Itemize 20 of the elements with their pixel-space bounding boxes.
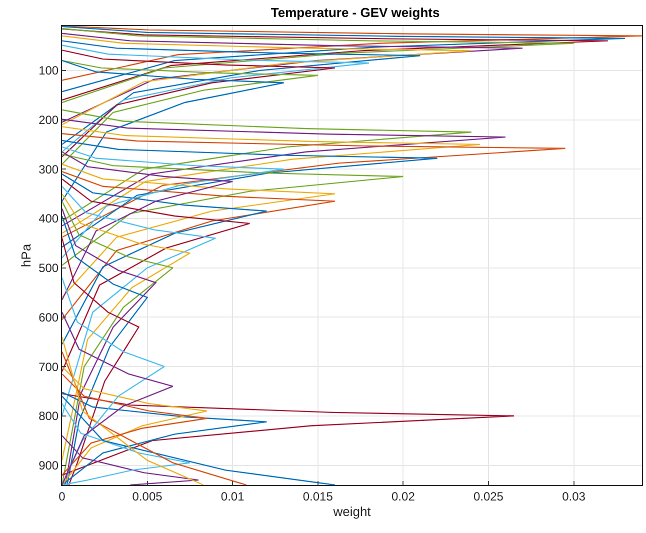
y-axis-title: hPa [18, 243, 34, 268]
x-tick-label: 0.015 [302, 489, 334, 504]
y-tick-label: 300 [38, 162, 59, 176]
x-axis-title: weight [332, 504, 372, 519]
y-tick-label: 600 [38, 310, 59, 324]
y-tick-label: 400 [38, 212, 59, 226]
y-tick-label: 200 [38, 112, 59, 127]
x-tick-label: 0.025 [473, 489, 504, 504]
x-tick-label: 0 [58, 489, 66, 504]
x-tick-label: 0.01 [220, 489, 245, 504]
x-tick-label: 0.03 [562, 489, 586, 504]
chart-title: Temperature - GEV weights [270, 5, 440, 20]
y-tick-label: 100 [38, 64, 59, 78]
x-tick-label: 0.005 [132, 489, 163, 504]
y-tick-label: 500 [38, 261, 59, 276]
y-tick-label: 900 [38, 458, 59, 472]
line-series [62, 26, 642, 81]
y-tick-label: 800 [38, 409, 59, 424]
y-tick-label: 700 [38, 360, 59, 374]
x-tick-label: 0.02 [392, 489, 416, 504]
